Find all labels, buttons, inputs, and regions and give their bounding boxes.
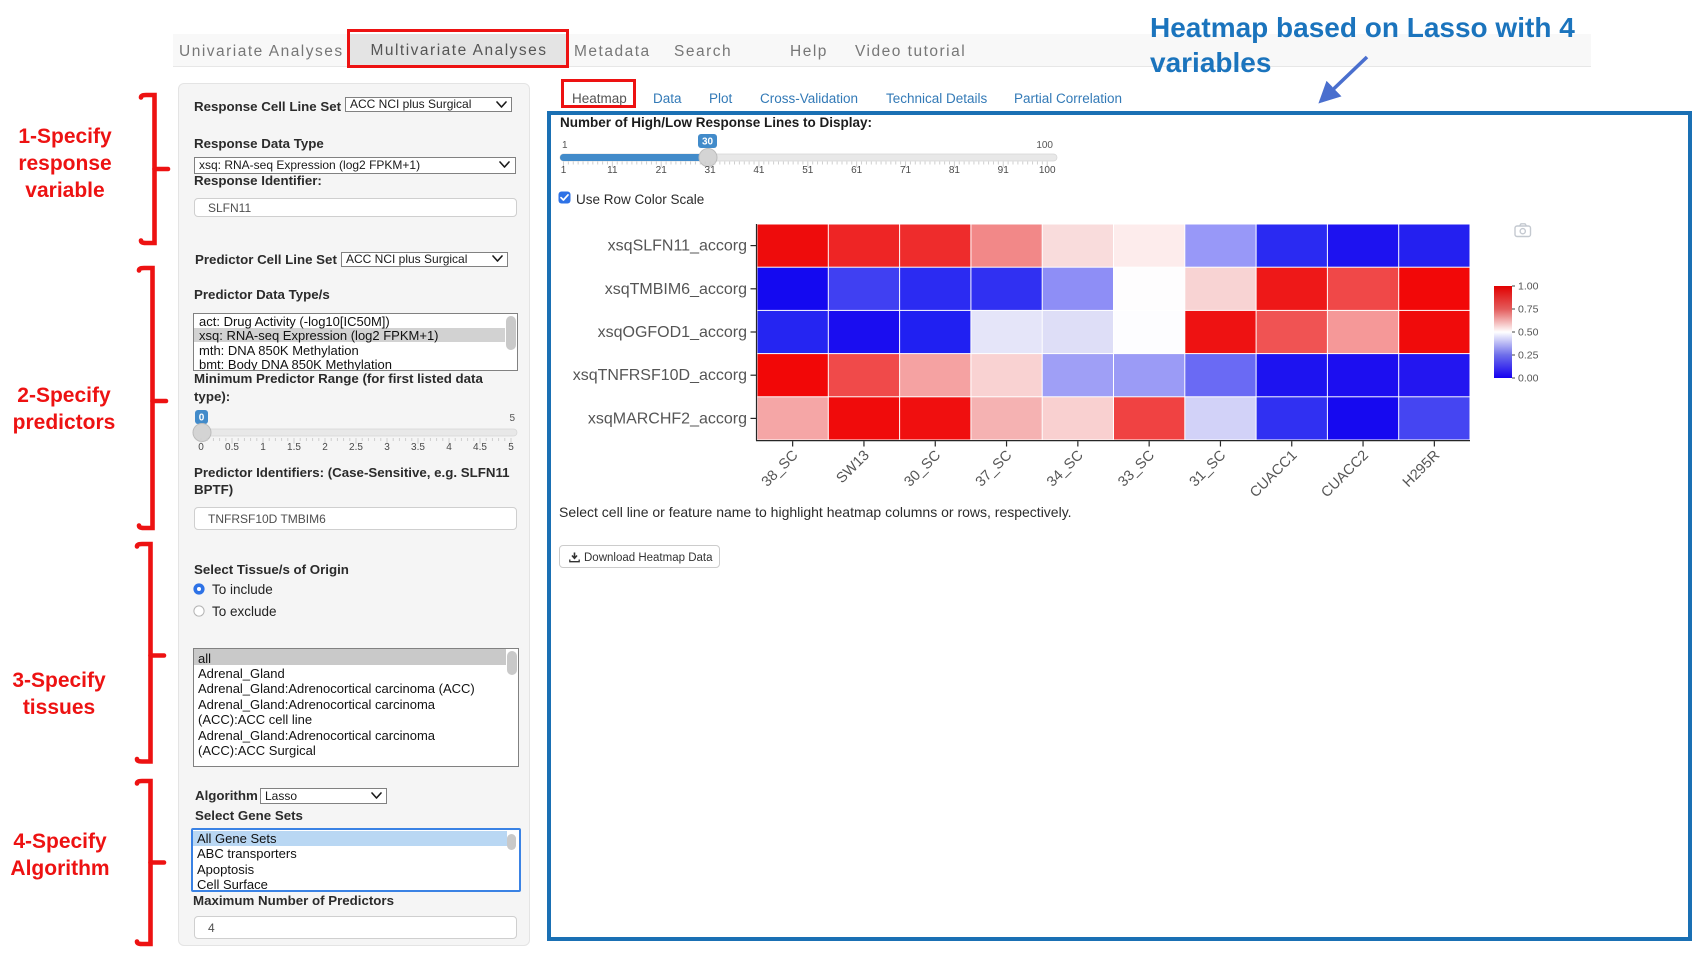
- svg-text:4: 4: [446, 442, 452, 453]
- svg-text:1: 1: [562, 140, 568, 151]
- svg-text:11: 11: [607, 165, 618, 176]
- svg-text:3: 3: [384, 442, 390, 453]
- svg-text:0: 0: [199, 413, 205, 424]
- svg-text:SW13: SW13: [834, 448, 873, 487]
- svg-text:4.5: 4.5: [473, 442, 487, 453]
- svg-text:0.00: 0.00: [1518, 373, 1539, 385]
- svg-text:xsqOGFOD1_accorg: xsqOGFOD1_accorg: [598, 324, 747, 341]
- svg-text:CUACC2: CUACC2: [1318, 448, 1371, 501]
- svg-text:41: 41: [753, 165, 765, 176]
- svg-text:3.5: 3.5: [411, 442, 425, 453]
- svg-text:xsqTMBIM6_accorg: xsqTMBIM6_accorg: [605, 281, 747, 298]
- svg-text:0.50: 0.50: [1518, 327, 1539, 339]
- svg-text:5: 5: [508, 442, 514, 453]
- svg-text:31_SC: 31_SC: [1187, 448, 1230, 491]
- svg-text:100: 100: [1039, 165, 1056, 176]
- svg-text:xsqTNFRSF10D_accorg: xsqTNFRSF10D_accorg: [573, 367, 747, 384]
- svg-text:xsqSLFN11_accorg: xsqSLFN11_accorg: [608, 238, 747, 255]
- svg-text:38_SC: 38_SC: [759, 448, 802, 491]
- svg-text:xsqMARCHF2_accorg: xsqMARCHF2_accorg: [588, 410, 747, 427]
- svg-text:0.25: 0.25: [1518, 350, 1539, 362]
- svg-text:91: 91: [998, 165, 1010, 176]
- svg-text:1.5: 1.5: [287, 442, 301, 453]
- svg-text:31: 31: [705, 165, 717, 176]
- svg-text:2.5: 2.5: [349, 442, 363, 453]
- svg-text:CUACC1: CUACC1: [1247, 448, 1300, 501]
- svg-text:1: 1: [561, 165, 567, 176]
- svg-text:30: 30: [702, 137, 714, 148]
- svg-text:0.5: 0.5: [225, 442, 239, 453]
- svg-text:H295R: H295R: [1400, 448, 1443, 491]
- svg-text:34_SC: 34_SC: [1044, 448, 1087, 491]
- svg-text:30_SC: 30_SC: [901, 448, 944, 491]
- svg-text:81: 81: [949, 165, 961, 176]
- svg-text:5: 5: [509, 413, 515, 424]
- svg-text:100: 100: [1036, 140, 1053, 151]
- svg-text:0.75: 0.75: [1518, 304, 1539, 316]
- svg-text:33_SC: 33_SC: [1115, 448, 1158, 491]
- svg-text:51: 51: [802, 165, 814, 176]
- svg-text:37_SC: 37_SC: [973, 448, 1016, 491]
- svg-text:2: 2: [322, 442, 328, 453]
- svg-text:71: 71: [900, 165, 912, 176]
- svg-text:0: 0: [198, 442, 204, 453]
- svg-text:61: 61: [851, 165, 863, 176]
- svg-text:1: 1: [260, 442, 266, 453]
- svg-text:21: 21: [656, 165, 668, 176]
- svg-text:1.00: 1.00: [1518, 281, 1539, 293]
